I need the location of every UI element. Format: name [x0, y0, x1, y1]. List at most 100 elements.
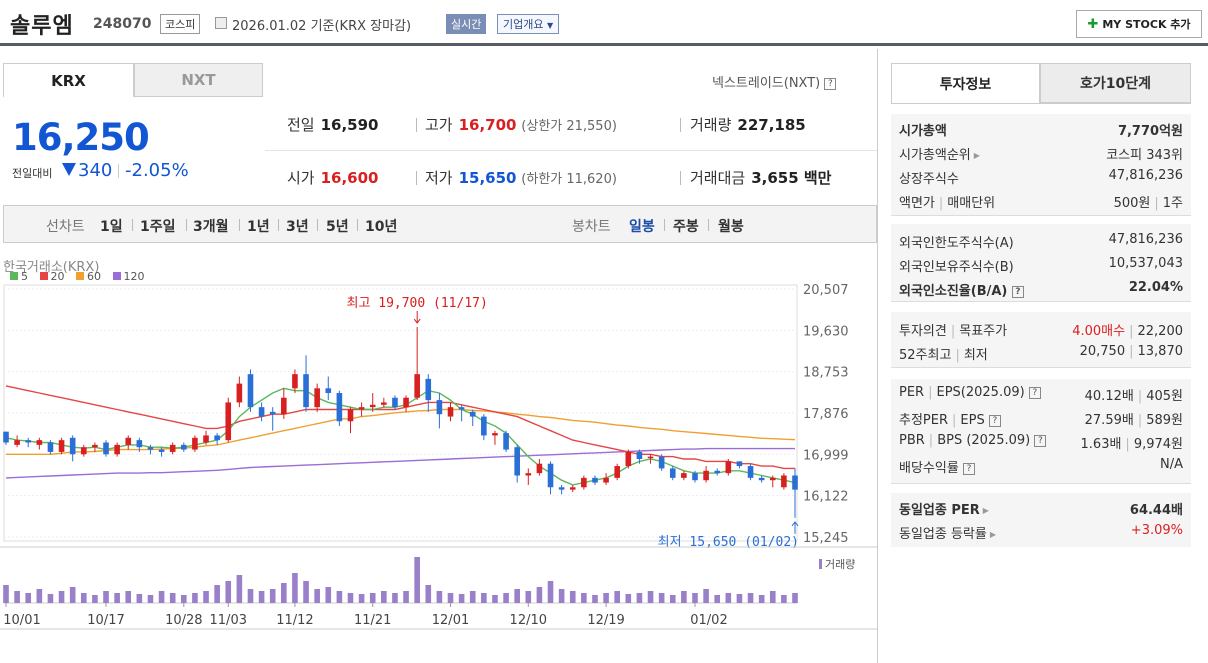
- stock-name: 솔루엠: [10, 14, 74, 39]
- row-dividend: 배당수익률 ? N/A: [899, 457, 1183, 476]
- candle: [158, 449, 165, 452]
- period-monthly[interactable]: 월봉: [718, 219, 744, 235]
- candle: [581, 477, 587, 488]
- volume-bar: [225, 581, 232, 603]
- help-icon[interactable]: ?: [824, 77, 837, 90]
- quote-prev: 전일 16,590: [287, 114, 379, 135]
- candle: [92, 444, 98, 448]
- foreign-limit-label: 외국인한도주식수(A): [899, 236, 1014, 251]
- help-icon[interactable]: ?: [1034, 434, 1047, 447]
- mystock-add-button[interactable]: ✚ MY STOCK 추가: [1076, 10, 1202, 38]
- volume-bar: [547, 581, 554, 603]
- current-price: 16,250: [12, 116, 150, 159]
- candle: [58, 440, 65, 452]
- cap-rank-value: 코스피 343위: [1106, 148, 1183, 163]
- candle: [14, 440, 20, 445]
- period-1w[interactable]: 1주일: [140, 219, 176, 235]
- y-tick-label: 20,507: [803, 283, 849, 298]
- candle: [281, 397, 287, 415]
- volume-bar: [336, 591, 343, 603]
- period-weekly[interactable]: 주봉: [673, 219, 699, 235]
- candle: [69, 437, 76, 455]
- candle: [247, 374, 254, 408]
- est-per-value: 27.59배: [1084, 413, 1134, 428]
- eps-label: EPS(2025.09): [936, 385, 1025, 400]
- sector-change-value: +3.09%: [1130, 523, 1183, 538]
- help-icon[interactable]: ?: [962, 462, 975, 475]
- help-icon[interactable]: ?: [988, 414, 1001, 427]
- x-tick-label: 12/01: [432, 613, 469, 628]
- volume-bar: [758, 595, 765, 603]
- y-tick-label: 15,245: [803, 531, 849, 546]
- foreign-section: 외국인한도주식수(A) 47,816,236 외국인보유주식수(B) 10,537,…: [891, 224, 1191, 302]
- period-daily[interactable]: 일봉: [629, 219, 655, 235]
- market-cap-section: 시가총액 7,770억원 시가총액순위 ▶ 코스피 343위 상장주식수 47,816,…: [891, 114, 1191, 216]
- period-5y[interactable]: 5년: [326, 219, 349, 235]
- est-eps-label: EPS: [960, 413, 985, 428]
- tab-nxt[interactable]: NXT: [134, 63, 263, 97]
- candle: [436, 400, 443, 415]
- quote-low-value: 15,650: [458, 169, 517, 187]
- candle: [325, 388, 332, 394]
- candle: [447, 407, 454, 417]
- row-sector-change[interactable]: 동일업종 등락률 ▶ +3.09%: [899, 523, 1183, 542]
- period-3y[interactable]: 3년: [286, 219, 309, 235]
- candle: [258, 407, 265, 417]
- volume-label: 거래량: [825, 558, 855, 571]
- period-1d[interactable]: 1일: [100, 219, 123, 235]
- volume-bar: [69, 587, 76, 603]
- tab-krx[interactable]: KRX: [3, 63, 134, 97]
- period-3m[interactable]: 3개월: [193, 219, 229, 235]
- foreign-ratio-value: 22.04%: [1128, 280, 1183, 295]
- quote-open: 시가 16,600: [287, 167, 379, 188]
- row-par-unit: 액면가 | 매매단위 500원 | 1주: [899, 196, 1183, 211]
- period-10y[interactable]: 10년: [365, 219, 398, 235]
- row-shares: 상장주식수 47,816,236: [899, 168, 1183, 187]
- quote-prev-value: 16,590: [320, 116, 379, 134]
- nxt-link[interactable]: 넥스트레이드(NXT) ?: [712, 72, 837, 91]
- divider: [416, 118, 417, 132]
- volume-bar: [458, 594, 465, 603]
- help-icon[interactable]: ?: [1028, 386, 1041, 399]
- row-foreign-hold: 외국인보유주식수(B) 10,537,043: [899, 256, 1183, 275]
- row-sector-per[interactable]: 동일업종 PER ▶ 64.44배: [899, 499, 1183, 518]
- realtime-button[interactable]: 실시간: [446, 14, 487, 34]
- quote-open-label: 시가: [287, 169, 315, 187]
- plus-icon: ✚: [1087, 16, 1099, 32]
- candle: [192, 437, 198, 450]
- valuation-section: PER | EPS(2025.09) ? 40.12배 | 405원 추정PER | EPS …: [891, 379, 1191, 484]
- volume-bar: [569, 591, 576, 603]
- ma20-line: [5, 385, 795, 470]
- tab-order-book[interactable]: 호가10단계: [1040, 63, 1191, 103]
- bps-value: 9,974원: [1133, 437, 1183, 452]
- tab-invest-info[interactable]: 투자정보: [891, 63, 1040, 103]
- ma60-label: 60: [87, 270, 101, 283]
- company-info-dropdown[interactable]: 기업개요 ▼: [497, 14, 560, 34]
- period-1y[interactable]: 1년: [247, 219, 270, 235]
- candle: [469, 411, 476, 417]
- ma120-line: [5, 447, 795, 479]
- volume-bar: [358, 594, 365, 603]
- high-arrow-head: [413, 318, 421, 324]
- ma20-label: 20: [50, 270, 65, 283]
- pbr-value: 1.63배: [1080, 437, 1122, 452]
- volume-bar: [692, 593, 698, 603]
- row-cap-rank[interactable]: 시가총액순위 ▶ 코스피 343위: [899, 144, 1183, 163]
- price-chart[interactable]: 20,507 19,630 18,753 17,876 16,999 16,122 15,2…: [0, 253, 877, 631]
- ma5-line: [5, 387, 796, 486]
- volume-bar: [203, 591, 209, 603]
- foreign-hold-label: 외국인보유주식수(B): [899, 260, 1014, 275]
- help-icon[interactable]: ?: [1011, 285, 1024, 298]
- candle: [558, 487, 565, 490]
- volume-bar: [125, 591, 132, 603]
- quote-high-value: 16,700: [458, 116, 517, 134]
- volume-bar: [592, 595, 598, 603]
- x-tick-label: 10/01: [3, 613, 40, 628]
- candle: [714, 470, 721, 474]
- candle: [658, 456, 665, 469]
- market-cap-value: 7,770억원: [1117, 124, 1183, 139]
- volume-bar: [703, 589, 709, 603]
- candle-chart-label: 봉차트: [572, 219, 611, 235]
- target-value: 22,200: [1137, 324, 1184, 339]
- low52-label: 최저: [963, 348, 988, 363]
